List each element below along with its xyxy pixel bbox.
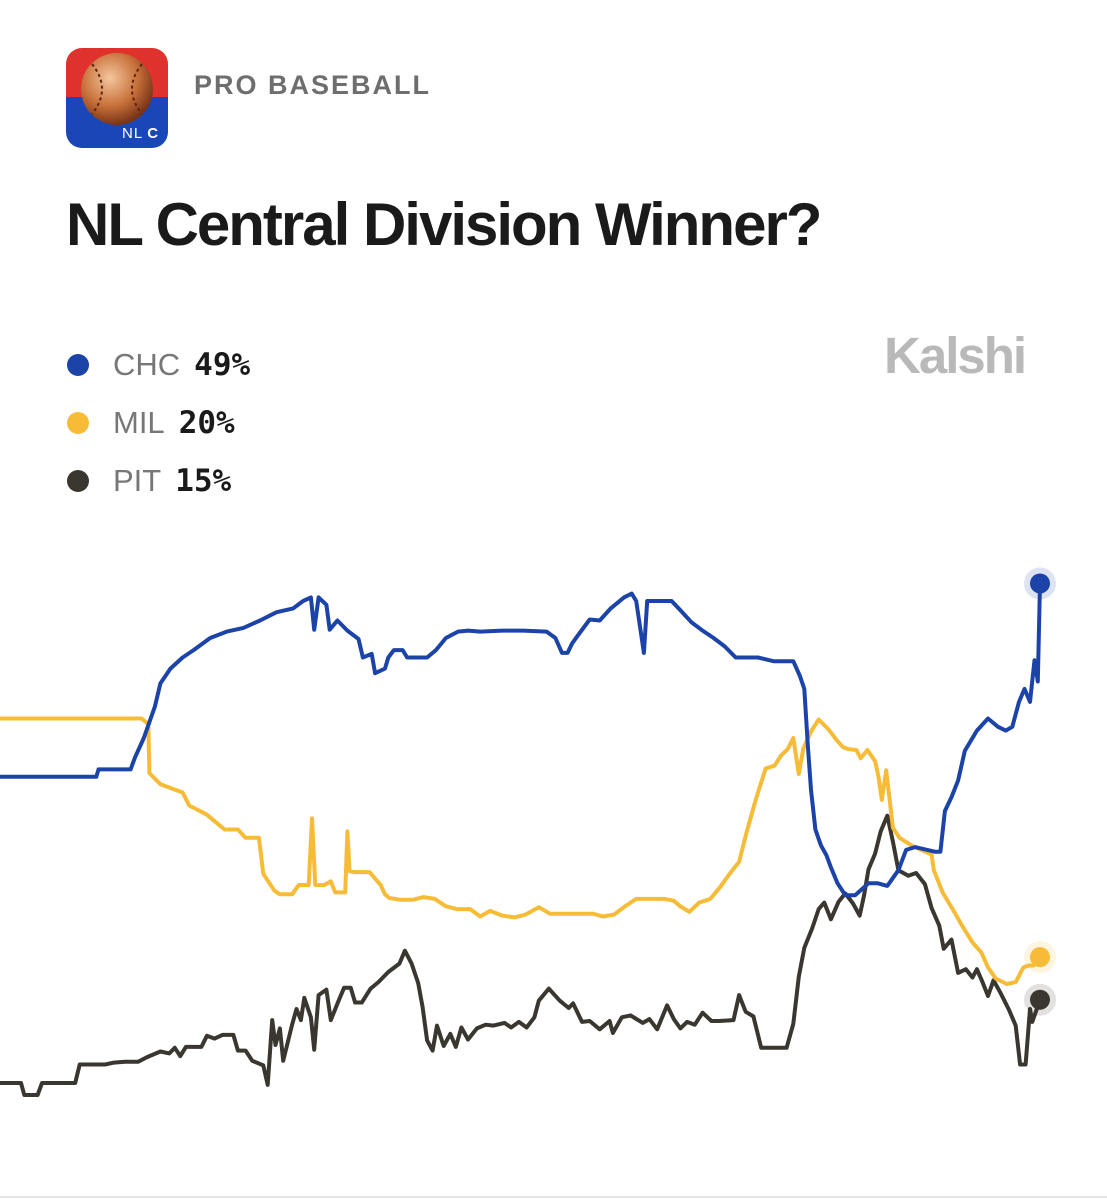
end-marker-pit: [1030, 989, 1050, 1010]
app-icon: NL C: [66, 48, 168, 148]
series-line-chc: [0, 581, 1042, 898]
legend-team-pit: PIT: [113, 463, 162, 498]
legend-dot-pit: [67, 470, 89, 492]
legend-item-pit: PIT 15%: [66, 452, 250, 510]
legend-team-mil: MIL: [113, 405, 165, 440]
series-line-mil: [0, 716, 1042, 986]
series-line-pit: [0, 813, 1042, 1097]
kalshi-logo: Kalshi: [884, 327, 1027, 384]
chart-legend: CHC 49% MIL 20% PIT 15%: [66, 336, 250, 510]
end-marker-chc: [1030, 573, 1050, 594]
legend-dot-chc: [67, 354, 89, 376]
chart-baseline: [0, 1196, 1107, 1198]
app-icon-badge: NL C: [122, 125, 160, 142]
legend-item-chc: CHC 49%: [66, 336, 250, 394]
legend-team-chc: CHC: [113, 347, 181, 382]
baseball-icon: [81, 53, 153, 125]
legend-pct-pit: 15%: [175, 463, 232, 499]
legend-dot-mil: [67, 412, 89, 434]
legend-item-mil: MIL 20%: [66, 394, 250, 452]
end-marker-mil: [1030, 947, 1050, 968]
page-title: NL Central Division Winner?: [66, 191, 822, 258]
category-label: PRO BASEBALL: [194, 70, 432, 100]
legend-pct-chc: 49%: [194, 347, 251, 383]
line-chart: [0, 567, 1056, 1097]
legend-pct-mil: 20%: [178, 405, 235, 441]
